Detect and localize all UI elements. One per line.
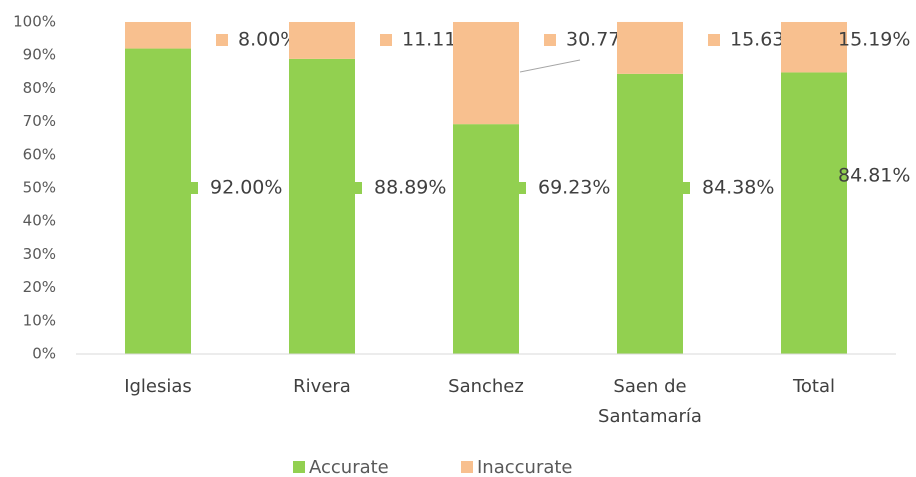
bar-segment [453, 124, 519, 354]
data-label: 88.89% [374, 177, 446, 199]
y-tick-label: 40% [23, 212, 56, 230]
data-label: 84.81% [838, 165, 910, 187]
label-marker [678, 182, 690, 194]
x-tick-label: Sanchez [448, 376, 524, 397]
label-marker [186, 182, 198, 194]
label-marker [216, 34, 228, 46]
bar-segment [453, 22, 519, 125]
y-tick-label: 30% [23, 245, 56, 263]
bar-segment [617, 73, 683, 354]
x-tick-label: Saen de Santamaría [598, 376, 702, 427]
label-marker [514, 182, 526, 194]
bar-segment [781, 72, 847, 355]
y-tick-label: 70% [23, 112, 56, 130]
data-label: 69.23% [538, 177, 610, 199]
x-tick-label: Iglesias [124, 376, 192, 397]
x-tick-label: Total [792, 376, 835, 397]
x-tick-label: Rivera [293, 376, 351, 397]
data-label: 8.00% [238, 29, 298, 51]
bar-segment [289, 22, 355, 59]
label-marker [350, 182, 362, 194]
legend-swatch [293, 461, 305, 473]
legend-swatch [461, 461, 473, 473]
y-tick-label: 20% [23, 278, 56, 296]
bar-segment [125, 48, 191, 355]
y-tick-label: 100% [13, 13, 56, 31]
label-marker [708, 34, 720, 46]
bar-segment [125, 22, 191, 49]
bar-segment [781, 22, 847, 73]
bar-segment [289, 58, 355, 355]
y-tick-label: 10% [23, 311, 56, 329]
data-label: 84.38% [702, 177, 774, 199]
y-tick-label: 50% [23, 179, 56, 197]
label-marker [544, 34, 556, 46]
label-marker [380, 34, 392, 46]
y-tick-label: 0% [32, 345, 56, 363]
data-label: 15.19% [838, 29, 910, 51]
leader-line [519, 59, 581, 73]
legend-label: Accurate [309, 457, 389, 477]
legend-label: Inaccurate [477, 457, 573, 477]
y-tick-label: 90% [23, 46, 56, 64]
y-tick-label: 60% [23, 145, 56, 163]
bar-segment [617, 21, 683, 74]
data-label: 92.00% [210, 177, 282, 199]
y-tick-label: 80% [23, 79, 56, 97]
